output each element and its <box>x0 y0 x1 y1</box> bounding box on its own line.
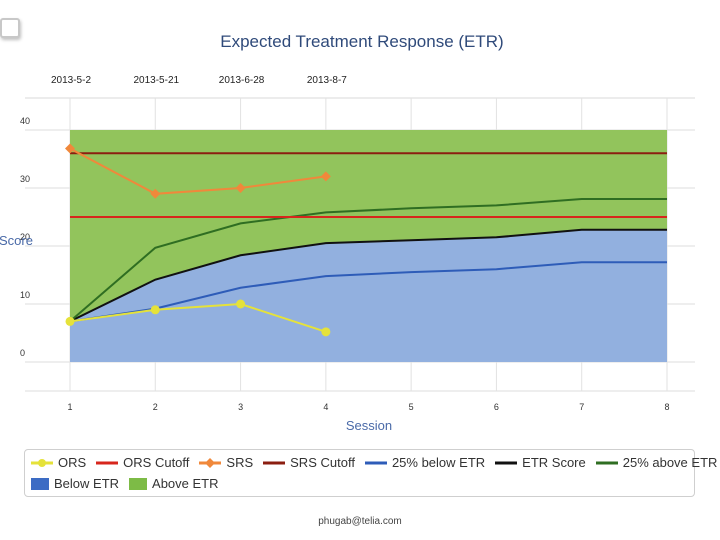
line-layer <box>69 147 667 333</box>
select-checkbox[interactable] <box>0 18 20 38</box>
legend-marker <box>263 461 286 464</box>
session-date-label: 2013-6-28 <box>219 75 265 86</box>
x-tick-label: 2 <box>153 402 158 412</box>
area-layer <box>70 130 667 362</box>
y-tick-label: 40 <box>20 116 30 126</box>
legend-label: SRS <box>226 455 254 470</box>
25-below-etr-line <box>69 261 667 323</box>
25-above-etr-line <box>69 198 667 323</box>
srs-point <box>150 188 161 199</box>
x-tick-label: 8 <box>664 402 669 412</box>
x-tick-label: 3 <box>238 402 243 412</box>
legend-row-1: ORS ORS Cutoff SRS SRS Cutoff 25% below ETR E… <box>31 455 720 470</box>
legend-label: 25% above ETR <box>622 455 718 470</box>
legend-item: Above ETR <box>129 476 219 491</box>
legend-label: ORS Cutoff <box>123 455 190 470</box>
y-tick-label: 0 <box>20 348 25 358</box>
srs-line <box>69 147 326 195</box>
legend-label: ETR Score <box>522 455 586 470</box>
legend-item: 25% below ETR <box>364 455 486 470</box>
session-date-label: 2013-5-21 <box>133 75 179 86</box>
legend-row-2: Below ETR Above ETR <box>31 476 229 491</box>
x-tick-label: 7 <box>579 402 584 412</box>
legend-label: ORS <box>58 455 87 470</box>
legend-item: 25% above ETR <box>595 455 718 470</box>
label-layer: 0 10 20 30 40 1 2 3 4 5 6 7 8 2013-5-2 2013-5-21 2013-6… <box>20 75 670 412</box>
y-axis-title: Score <box>0 233 33 248</box>
ors-line <box>69 302 327 333</box>
legend-swatch <box>129 477 148 490</box>
legend-label: Above ETR <box>152 476 219 491</box>
legend-item: SRS Cutoff <box>263 455 355 470</box>
x-tick-label: 4 <box>323 402 328 412</box>
ors-point <box>321 327 331 337</box>
y-tick-label: 20 <box>20 232 30 242</box>
legend-marker <box>595 461 618 464</box>
footer-email: phugab@telia.com <box>318 516 402 527</box>
ors-point <box>150 305 160 315</box>
legend-marker <box>364 461 387 464</box>
marker-layer <box>65 143 331 337</box>
below-etr-area <box>70 229 667 362</box>
x-tick-label: 1 <box>67 402 72 412</box>
legend-item: ORS Cutoff <box>96 455 189 470</box>
srs-point <box>65 143 75 154</box>
srs-point <box>235 183 246 193</box>
legend-marker <box>199 457 222 468</box>
legend-item: ETR Score <box>495 455 586 470</box>
legend-marker <box>495 461 518 464</box>
session-date-label: 2013-8-7 <box>307 75 347 86</box>
y-tick-label: 10 <box>20 290 30 300</box>
x-tick-label: 5 <box>409 402 414 412</box>
legend-item: ORS <box>31 455 86 470</box>
ors-point <box>65 316 75 326</box>
session-date-label: 2013-5-2 <box>51 75 91 86</box>
legend-item: SRS <box>199 455 253 470</box>
x-axis-title: Session <box>346 418 392 433</box>
legend-label: SRS Cutoff <box>290 455 355 470</box>
etr-score-line <box>69 228 667 323</box>
chart-title: Expected Treatment Response (ETR) <box>220 32 503 51</box>
legend-marker <box>31 458 53 467</box>
above-etr-area <box>70 130 667 322</box>
y-tick-label: 30 <box>20 174 30 184</box>
legend-swatch <box>31 477 49 490</box>
legend-item: Below ETR <box>31 476 119 491</box>
chart-legend: ORS ORS Cutoff SRS SRS Cutoff 25% below ETR E… <box>24 449 717 497</box>
x-tick-label: 6 <box>494 402 499 412</box>
legend-label: 25% below ETR <box>391 455 486 470</box>
legend-marker <box>96 461 119 464</box>
etr-chart: Expected Treatment Response (ETR) 0 10 20 3… <box>0 32 695 433</box>
legend-label: Below ETR <box>54 476 120 491</box>
srs-point <box>320 171 331 182</box>
ors-point <box>236 299 246 309</box>
